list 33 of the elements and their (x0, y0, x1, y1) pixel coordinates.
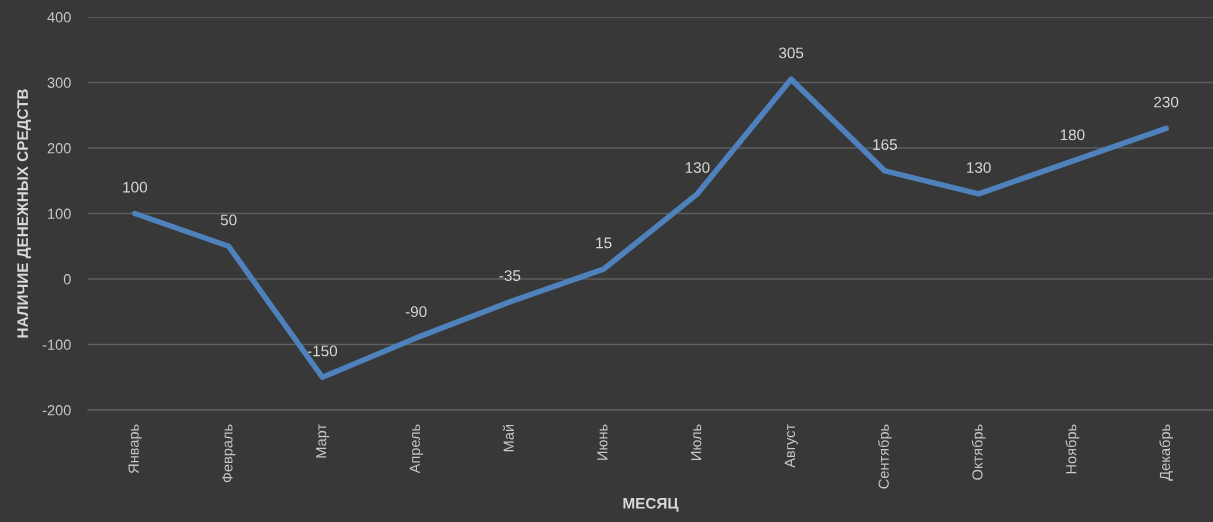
data-label: 130 (967, 162, 991, 173)
x-tick-label: Октябрь (971, 424, 986, 480)
data-label: 230 (1154, 96, 1179, 108)
x-tick-label: Ноябрь (1065, 424, 1080, 474)
y-tick-label: 300 (47, 77, 71, 88)
data-label: 50 (220, 214, 237, 226)
x-tick-label: Апрель (409, 424, 423, 474)
x-tick-label: Март (316, 424, 330, 458)
data-label: -90 (405, 306, 427, 318)
y-tick-label: -200 (42, 405, 71, 416)
data-label: 100 (123, 181, 148, 193)
x-tick-label: Июль (691, 424, 702, 460)
y-tick-label: 400 (47, 12, 71, 23)
y-tick-label: 200 (47, 143, 71, 154)
x-tick-label: Декабрь (1159, 424, 1173, 481)
x-axis-title: МЕСЯЦ (623, 497, 679, 512)
data-label: 305 (778, 47, 804, 59)
y-tick-label: -100 (42, 339, 71, 350)
data-label: 165 (873, 139, 897, 151)
x-tick-label: Июнь (597, 424, 608, 460)
data-label: 130 (685, 162, 710, 173)
data-label: 15 (596, 237, 612, 249)
y-axis-title: НАЛИЧИЕ ДЕНЕЖНЫХ СРЕДСТВ (17, 89, 31, 338)
y-tick-label: 0 (63, 274, 71, 285)
data-label: -150 (307, 345, 338, 357)
x-tick-label: Февраль (222, 424, 236, 483)
x-tick-label: Май (502, 424, 514, 452)
data-label: 180 (1060, 129, 1085, 141)
x-tick-label: Август (784, 424, 798, 468)
data-label: -35 (499, 270, 521, 282)
x-tick-label: Январь (128, 424, 142, 474)
x-tick-label: Сентябрь (878, 424, 892, 489)
y-tick-label: 100 (48, 208, 71, 219)
